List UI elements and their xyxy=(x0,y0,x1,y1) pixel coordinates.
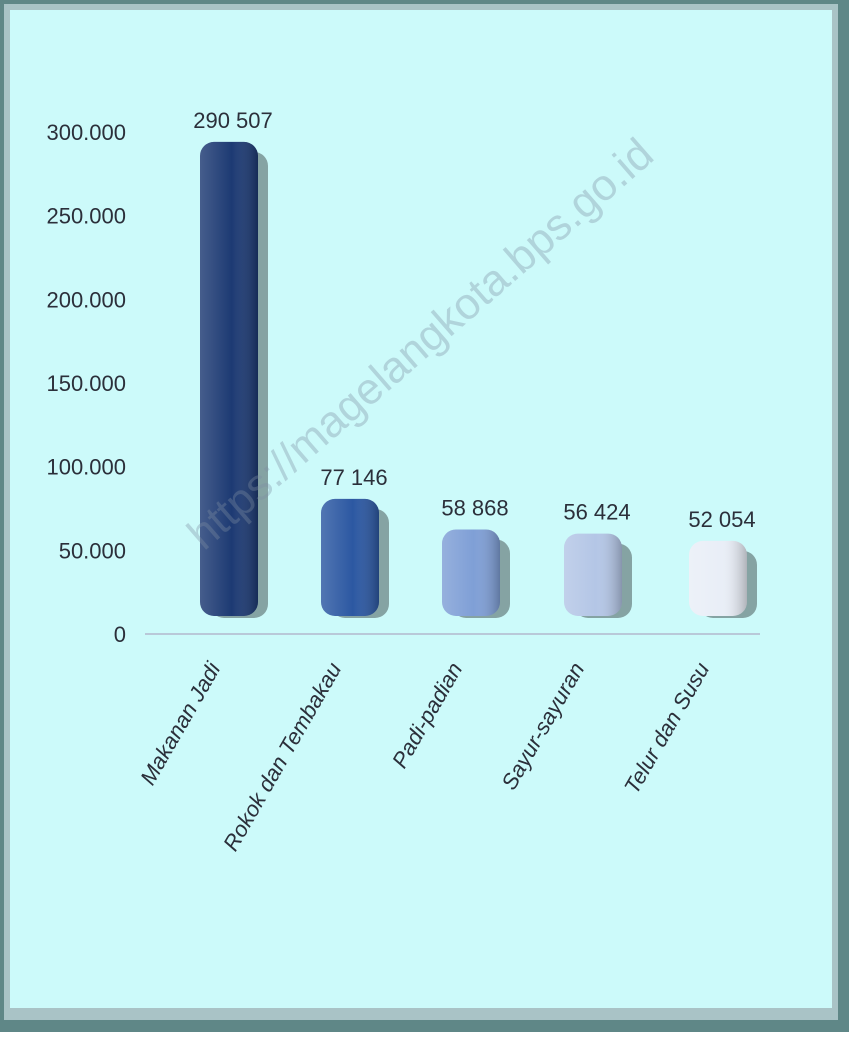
value-labels-group: 290 507 77 146 58 868 56 424 52 054 xyxy=(193,108,755,532)
bars-group xyxy=(200,141,757,618)
y-tick-label: 0 xyxy=(114,622,126,647)
bar-value-label: 290 507 xyxy=(193,108,273,133)
y-tick-label: 200.000 xyxy=(46,287,126,312)
bar-shading xyxy=(200,141,258,616)
plot-background xyxy=(10,10,832,1008)
y-tick-label: 50.000 xyxy=(59,538,126,563)
bar-value-label: 52 054 xyxy=(688,507,755,532)
y-tick-label: 250.000 xyxy=(46,204,126,229)
bar-value-label: 77 146 xyxy=(320,465,387,490)
y-tick-label: 300.000 xyxy=(46,120,126,145)
bar-shading xyxy=(564,533,622,616)
bar-value-label: 56 424 xyxy=(563,500,630,525)
y-axis: 0 50.000 100.000 150.000 200.000 250.000 300.0… xyxy=(46,120,126,647)
bar-value-label: 58 868 xyxy=(441,495,508,520)
bar-shading xyxy=(442,529,500,616)
bar-shading xyxy=(321,498,379,616)
y-tick-label: 150.000 xyxy=(46,371,126,396)
y-tick-label: 100.000 xyxy=(46,455,126,480)
bar-shading xyxy=(689,540,747,616)
